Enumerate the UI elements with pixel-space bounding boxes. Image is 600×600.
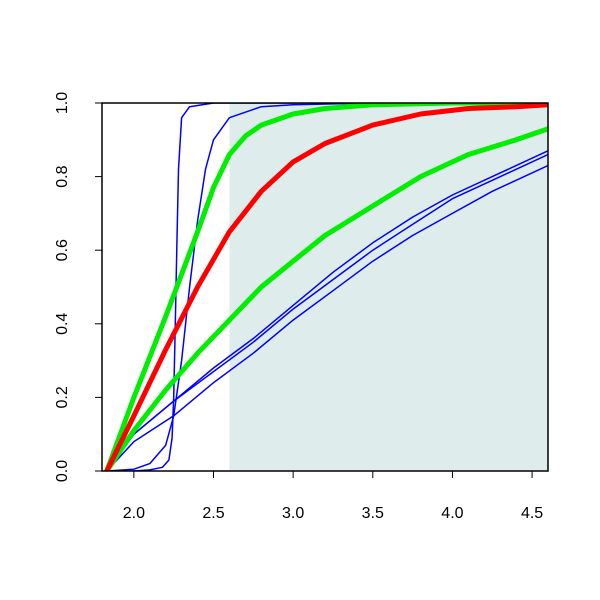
y-tick-label: 1.0 bbox=[54, 92, 71, 114]
x-tick-label: 4.0 bbox=[441, 505, 463, 522]
series-line-5 bbox=[106, 164, 548, 471]
series-line-7 bbox=[104, 103, 548, 471]
series-line-8 bbox=[104, 103, 548, 471]
x-tick-label: 3.0 bbox=[282, 505, 304, 522]
y-axis: 0.0 0.2 0.4 0.6 0.8 1.0 bbox=[54, 92, 102, 482]
x-axis: 2.0 2.5 3.0 3.5 4.0 4.5 bbox=[123, 471, 543, 522]
x-tick-label: 2.5 bbox=[202, 505, 224, 522]
y-tick-label: 0.2 bbox=[54, 386, 71, 408]
y-tick-label: 0.8 bbox=[54, 165, 71, 187]
y-tick-label: 0.0 bbox=[54, 460, 71, 482]
y-tick-label: 0.6 bbox=[54, 239, 71, 261]
series-line-6 bbox=[104, 126, 548, 471]
x-tick-label: 2.0 bbox=[123, 505, 145, 522]
y-tick-label: 0.4 bbox=[54, 313, 71, 335]
series-layer bbox=[104, 103, 548, 471]
x-tick-label: 3.5 bbox=[362, 505, 384, 522]
x-tick-label: 4.5 bbox=[521, 505, 543, 522]
series-line-2 bbox=[106, 103, 548, 471]
series-line-1 bbox=[106, 103, 548, 471]
shaded-region bbox=[229, 103, 548, 471]
series-line-4 bbox=[106, 153, 548, 471]
plot-frame bbox=[101, 102, 549, 472]
